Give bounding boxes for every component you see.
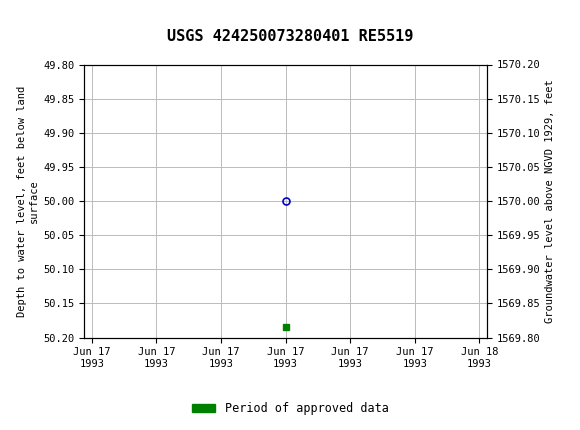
Y-axis label: Groundwater level above NGVD 1929, feet: Groundwater level above NGVD 1929, feet [545, 79, 555, 323]
Legend: Period of approved data: Period of approved data [187, 397, 393, 420]
Y-axis label: Depth to water level, feet below land
surface: Depth to water level, feet below land su… [17, 86, 39, 316]
Text: USGS 424250073280401 RE5519: USGS 424250073280401 RE5519 [167, 29, 413, 44]
Text: USGS: USGS [49, 9, 96, 24]
